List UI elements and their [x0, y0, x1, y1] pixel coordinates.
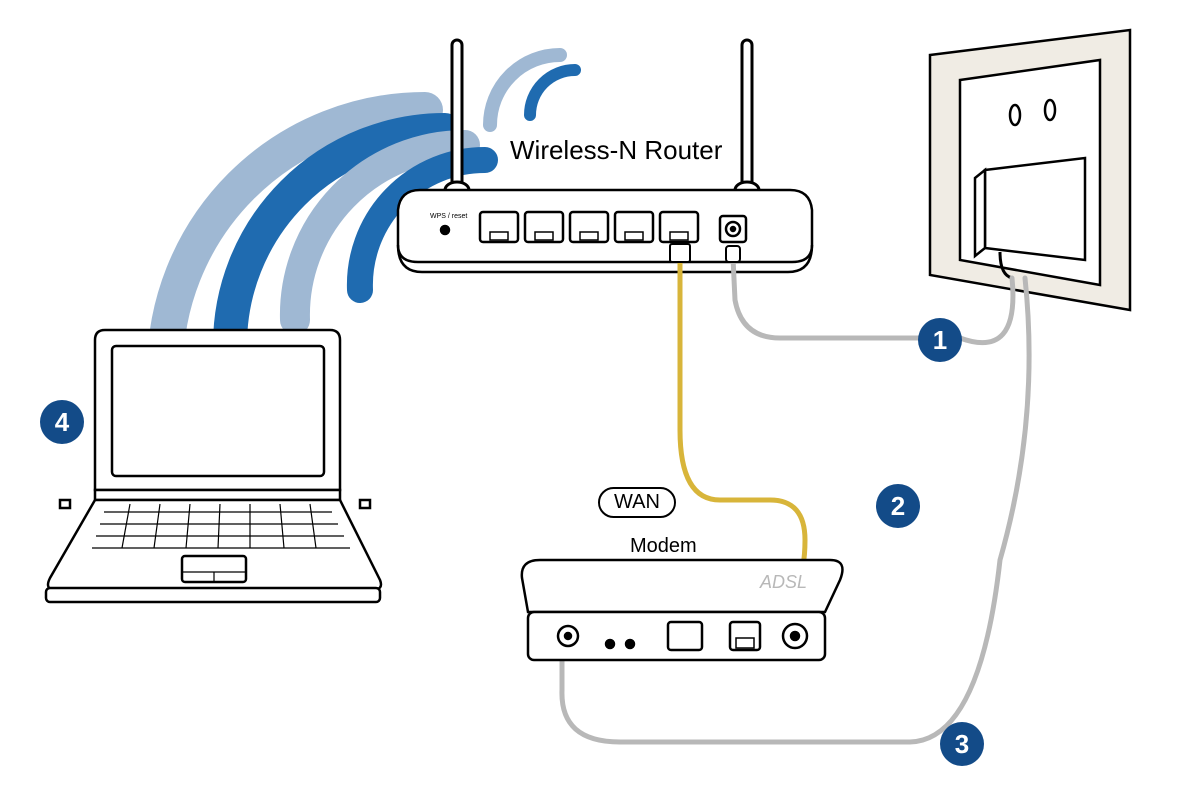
svg-text:WPS / reset: WPS / reset	[430, 213, 467, 220]
step-badge-2: 2	[876, 484, 920, 528]
wan-label: WAN	[598, 487, 676, 518]
modem-label: Modem	[630, 535, 697, 558]
step-badge-1: 1	[918, 318, 962, 362]
diagram-svg: WPS / reset	[0, 0, 1200, 800]
router-label: Wireless-N Router	[510, 135, 722, 166]
diagram-stage: WPS / reset	[0, 0, 1200, 800]
step-badge-3: 3	[940, 722, 984, 766]
adsl-text: ADSL	[759, 572, 807, 592]
step-badge-4: 4	[40, 400, 84, 444]
wall-outlet-icon	[930, 30, 1130, 310]
laptop-icon	[46, 330, 381, 602]
